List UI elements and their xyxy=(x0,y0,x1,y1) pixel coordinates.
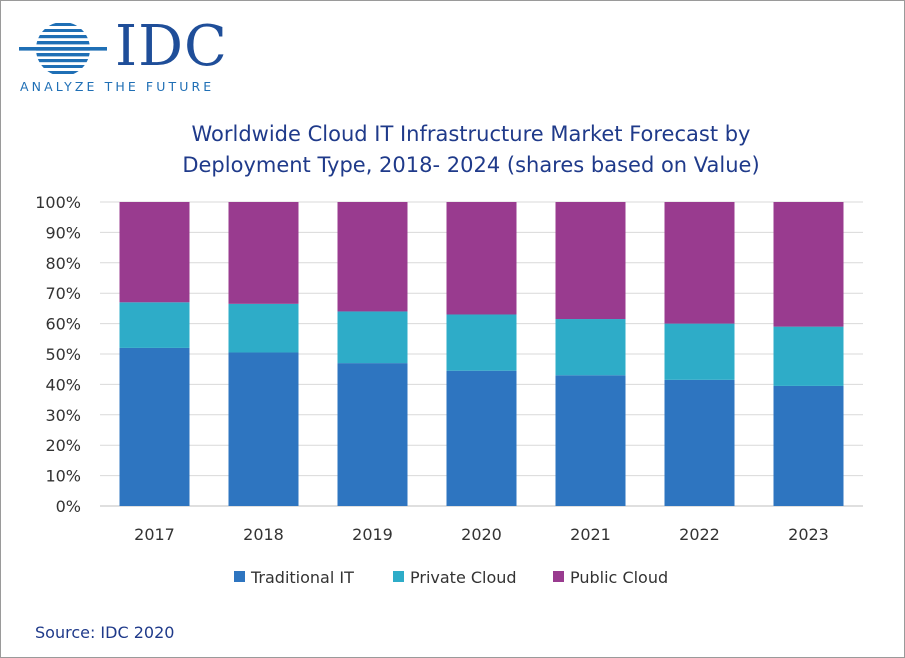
y-tick-label: 90% xyxy=(45,223,81,242)
bar-segment xyxy=(446,314,517,371)
bar-segment xyxy=(119,202,190,303)
idc-logo: IDC ANALYZE THE FUTURE xyxy=(17,17,227,95)
y-tick-label: 0% xyxy=(56,497,81,516)
logo-tagline: ANALYZE THE FUTURE xyxy=(20,79,215,94)
x-tick-label: 2023 xyxy=(788,525,829,544)
legend-label: Public Cloud xyxy=(570,568,668,587)
x-tick-label: 2021 xyxy=(570,525,611,544)
y-tick-label: 80% xyxy=(45,254,81,273)
y-tick-label: 100% xyxy=(35,193,81,212)
bar-segment xyxy=(555,202,626,320)
x-tick-label: 2022 xyxy=(679,525,720,544)
bar-segment xyxy=(555,319,626,376)
legend-label: Private Cloud xyxy=(410,568,517,587)
y-tick-label: 20% xyxy=(45,436,81,455)
legend-swatch xyxy=(234,571,245,582)
bar-segment xyxy=(228,202,299,304)
logo-wordmark: IDC xyxy=(115,14,228,79)
bar-segment xyxy=(773,385,844,506)
bar-segment xyxy=(446,370,517,506)
y-tick-label: 50% xyxy=(45,345,81,364)
bar-segment xyxy=(228,303,299,353)
legend-swatch xyxy=(393,571,404,582)
x-tick-label: 2017 xyxy=(134,525,175,544)
bar-segment xyxy=(337,311,408,364)
x-tick-label: 2018 xyxy=(243,525,284,544)
source-note: Source: IDC 2020 xyxy=(35,623,175,642)
y-tick-label: 60% xyxy=(45,315,81,334)
bar-segment xyxy=(555,375,626,506)
bar-segment xyxy=(664,379,735,506)
x-tick-label: 2020 xyxy=(461,525,502,544)
x-tick-label: 2019 xyxy=(352,525,393,544)
bar-segment xyxy=(228,352,299,506)
bar-segment xyxy=(119,347,190,506)
y-tick-label: 30% xyxy=(45,406,81,425)
y-tick-label: 40% xyxy=(45,375,81,394)
bar-segment xyxy=(446,202,517,315)
bar-segment xyxy=(337,202,408,312)
legend-label: Traditional IT xyxy=(250,568,354,587)
bar-segment xyxy=(773,326,844,386)
chart-title-line-2: Deployment Type, 2018- 2024 (shares base… xyxy=(182,153,760,177)
chart-title-line-1: Worldwide Cloud IT Infrastructure Market… xyxy=(191,122,751,146)
bar-segment xyxy=(119,302,190,348)
bar-segment xyxy=(664,202,735,324)
y-tick-label: 10% xyxy=(45,467,81,486)
bar-segment xyxy=(337,363,408,506)
y-tick-label: 70% xyxy=(45,284,81,303)
legend-swatch xyxy=(553,571,564,582)
bar-segment xyxy=(664,323,735,380)
globe-icon xyxy=(19,23,107,74)
bar-segment xyxy=(773,202,844,327)
